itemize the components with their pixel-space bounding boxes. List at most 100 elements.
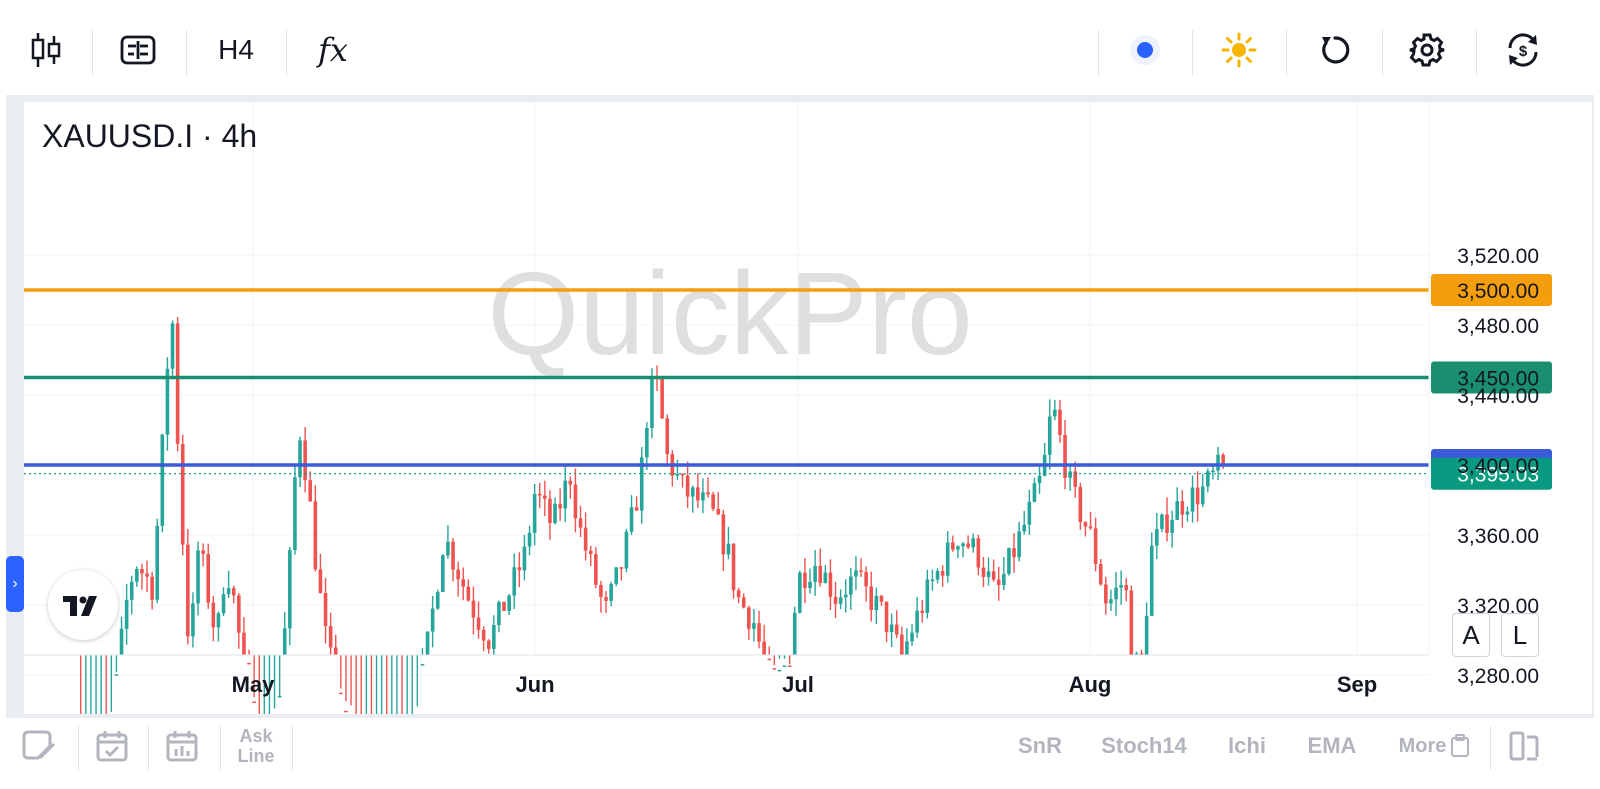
ema-button[interactable]: EMA xyxy=(1307,733,1357,758)
calendar-chart-icon[interactable] xyxy=(160,718,204,774)
candle-body xyxy=(935,571,940,580)
candle-body xyxy=(476,617,481,630)
candle-body xyxy=(1129,590,1134,655)
fx-icon[interactable]: fx xyxy=(318,31,348,69)
candles-icon[interactable] xyxy=(22,24,70,76)
indicators-icon[interactable] xyxy=(114,24,162,76)
ask-line-label-2: Line xyxy=(237,746,275,766)
candle-body xyxy=(951,542,955,550)
candle-body xyxy=(277,695,282,698)
candle-body xyxy=(660,378,664,419)
candle-body xyxy=(1063,435,1067,478)
candle-body xyxy=(619,567,624,569)
gear-icon[interactable] xyxy=(1402,24,1452,76)
candle-body xyxy=(1068,471,1072,478)
candle-body xyxy=(145,573,149,577)
candle-body xyxy=(435,591,440,609)
candle-body xyxy=(1022,524,1027,532)
candle-body xyxy=(1180,501,1185,515)
x-tick-label: Aug xyxy=(1069,672,1112,697)
blue-dot-icon[interactable] xyxy=(1120,24,1170,76)
candle-body xyxy=(696,487,700,501)
candle-body xyxy=(150,576,154,600)
candle-body xyxy=(175,323,180,444)
price-chart[interactable]: QuickPro 3,500.00 3,450.00 3,395.03 3,520.… xyxy=(24,102,1592,774)
candle-body xyxy=(838,597,843,604)
candle-body xyxy=(986,571,991,577)
y-tick-label: 3,480.00 xyxy=(1457,315,1539,338)
candle-body xyxy=(945,542,950,576)
clipboard-icon xyxy=(1451,734,1470,757)
candle-body xyxy=(675,473,680,476)
candle-body xyxy=(446,541,450,556)
candle-body xyxy=(216,613,221,628)
watermark: QuickPro xyxy=(487,248,972,380)
candle-body xyxy=(1144,615,1149,655)
chart-title: XAUUSD.I · 4h xyxy=(42,118,257,154)
candle-body xyxy=(328,626,333,648)
candle-body xyxy=(716,508,721,515)
candle-body xyxy=(1185,511,1190,515)
candle-body xyxy=(568,480,573,485)
bottom-divider xyxy=(220,726,221,770)
log-scale-button[interactable]: L xyxy=(1501,613,1539,657)
candle-body xyxy=(884,601,889,633)
candle-body xyxy=(736,590,741,598)
snr-button[interactable]: SnR xyxy=(1018,733,1062,758)
refresh-icon[interactable] xyxy=(1310,24,1360,76)
candle-body xyxy=(685,475,690,497)
horizontal-lines: 3,500.00 3,450.00 3,395.03 xyxy=(24,274,1552,490)
top-toolbar: H4 fx xyxy=(0,0,1600,100)
candle-body xyxy=(466,586,471,601)
candle-body xyxy=(690,487,695,497)
more-button[interactable]: More xyxy=(1394,718,1476,774)
candle-body xyxy=(792,612,797,655)
candle-body xyxy=(889,624,894,633)
candle-body xyxy=(1047,416,1052,455)
y-tick-label: 3,320.00 xyxy=(1457,595,1539,618)
expand-icon[interactable]: › xyxy=(6,556,24,612)
candle-body xyxy=(940,571,945,576)
candle-body xyxy=(604,596,608,601)
sun-icon[interactable] xyxy=(1214,24,1264,76)
candle-body xyxy=(1073,471,1078,487)
candle-body xyxy=(293,477,297,551)
candle-body xyxy=(425,631,430,655)
candle-body xyxy=(186,544,190,637)
candle-body xyxy=(1200,486,1205,505)
candle-body xyxy=(537,493,542,496)
bottom-divider xyxy=(292,726,293,770)
candle-body xyxy=(532,493,537,533)
candle-body xyxy=(1017,531,1021,558)
candle-body xyxy=(1109,599,1113,604)
candle-body xyxy=(1114,587,1118,600)
candle-body xyxy=(1093,528,1098,565)
toolbar-divider xyxy=(1192,30,1193,76)
auto-scale-button[interactable]: A xyxy=(1452,613,1490,657)
candle-body xyxy=(996,579,1001,586)
calendar-icon[interactable] xyxy=(90,718,134,774)
y-tick-label: 3,520.00 xyxy=(1457,245,1539,268)
candle-body xyxy=(339,692,343,695)
candle-body xyxy=(629,507,634,532)
candle-body xyxy=(114,674,119,676)
tradingview-logo-icon[interactable] xyxy=(48,570,118,640)
candle-body xyxy=(1139,653,1144,656)
stoch14-button[interactable]: Stoch14 xyxy=(1101,733,1187,758)
candle-body xyxy=(588,550,593,555)
level-label-box xyxy=(1431,274,1552,306)
candle-body xyxy=(430,608,435,632)
candle-body xyxy=(1083,522,1088,527)
currency-exchange-icon[interactable]: $ xyxy=(1498,24,1548,76)
level-label-box xyxy=(1431,361,1552,394)
chart-panel[interactable]: QuickPro 3,500.00 3,450.00 3,395.03 3,520.… xyxy=(24,102,1592,774)
candle-body xyxy=(1206,471,1210,487)
candle-body xyxy=(492,625,496,649)
ask-line-button[interactable]: Ask Line xyxy=(228,718,284,774)
candle-body xyxy=(726,543,731,555)
layout-icon[interactable] xyxy=(1502,718,1546,774)
candle-body xyxy=(782,665,787,667)
timeframe-button[interactable]: H4 xyxy=(218,34,254,65)
draw-icon[interactable] xyxy=(18,718,62,774)
ichi-button[interactable]: Ichi xyxy=(1228,733,1266,758)
